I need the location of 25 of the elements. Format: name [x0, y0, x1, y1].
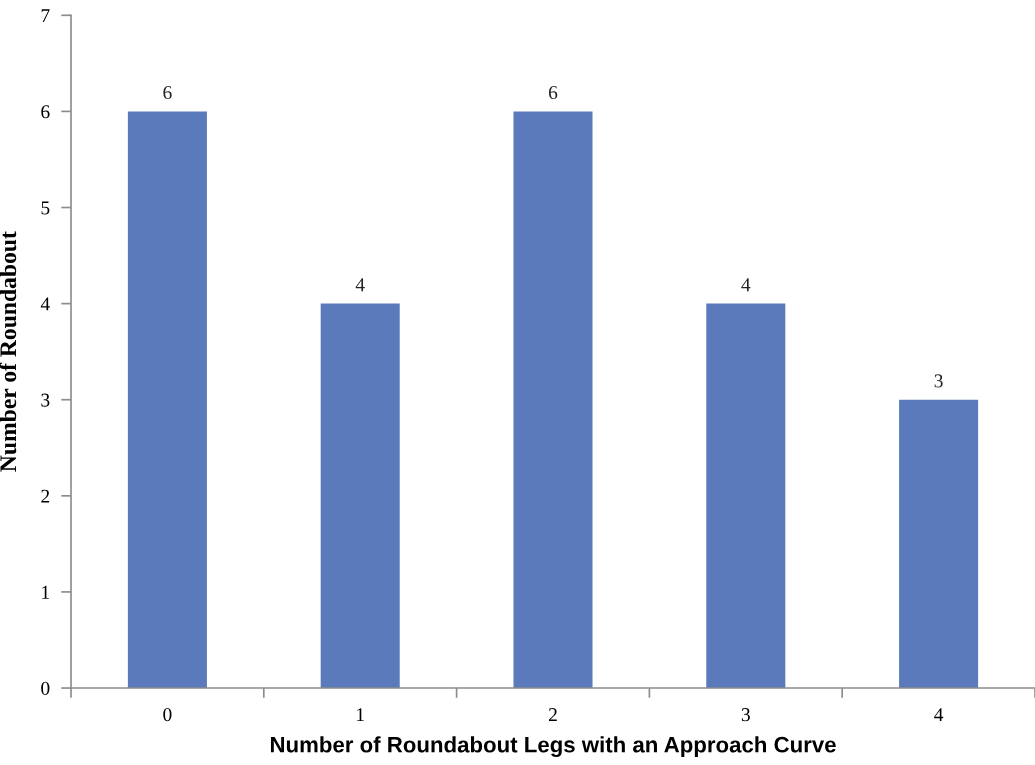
- y-tick-label: 0: [41, 681, 50, 695]
- y-tick-label: 7: [41, 9, 50, 23]
- y-tick-label: 3: [41, 393, 50, 407]
- bar: [706, 303, 786, 689]
- y-tick-label: 6: [41, 105, 50, 119]
- y-axis-title: Number of Roundabout: [0, 231, 17, 472]
- x-tick-label: 1: [357, 708, 364, 721]
- data-label: 6: [548, 86, 558, 100]
- bar: [320, 303, 400, 689]
- y-tick-label: 2: [41, 489, 50, 503]
- bar: [513, 111, 593, 689]
- data-label: 6: [163, 86, 172, 100]
- y-tick-label: 1: [42, 585, 49, 599]
- x-tick-label: 3: [741, 708, 750, 722]
- x-tick-label: 0: [163, 708, 172, 722]
- x-tick-label: 2: [548, 708, 557, 721]
- y-tick-label: 4: [40, 297, 50, 311]
- data-label: 3: [934, 374, 943, 388]
- data-label: 4: [741, 278, 751, 292]
- y-tick-label: 5: [41, 201, 50, 215]
- x-axis-title: Number of Roundabout Legs with an Approach Curve: [270, 736, 836, 758]
- bar: [899, 399, 979, 689]
- data-label: 4: [355, 278, 365, 292]
- bar: [127, 111, 207, 689]
- x-tick-label: 4: [934, 708, 944, 721]
